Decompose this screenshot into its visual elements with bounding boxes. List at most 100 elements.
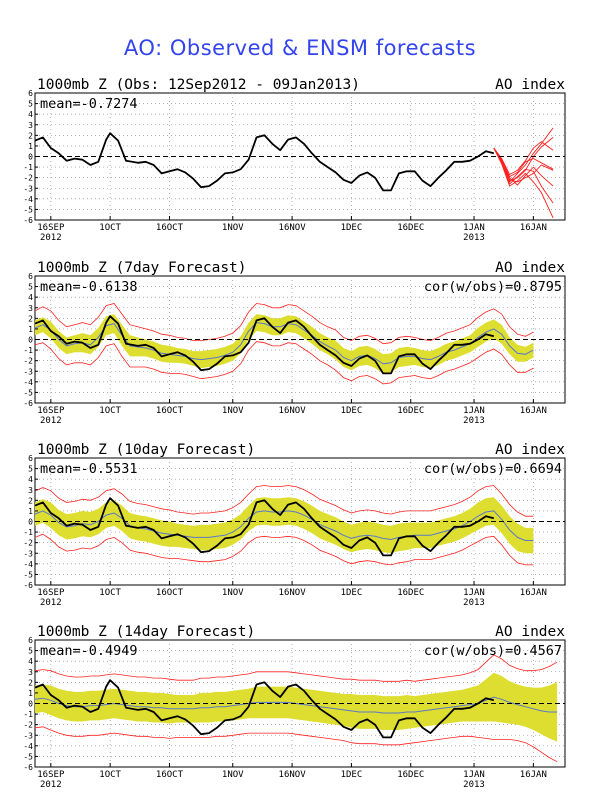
y-tick-label: 3 xyxy=(28,304,33,313)
y-tick-label: 0 xyxy=(28,153,33,162)
y-tick-label: 4 xyxy=(28,475,33,484)
x-tick-label: 16DEC xyxy=(397,588,424,598)
y-tick-label: 5 xyxy=(28,100,33,109)
x-tick-year-label: 2013 xyxy=(463,416,485,426)
y-tick-label: 1 xyxy=(28,507,33,516)
x-tick-label: 1DEC xyxy=(341,770,363,780)
x-tick-label: 1NOV xyxy=(222,223,244,233)
index-label: AO index xyxy=(495,442,565,458)
x-tick-year-label: 2013 xyxy=(463,233,485,243)
y-tick-label: 1 xyxy=(28,325,33,334)
x-tick-label: 16NOV xyxy=(279,770,307,780)
ensemble-max-line xyxy=(35,485,534,517)
mean-label: mean=-0.5531 xyxy=(40,461,138,477)
y-tick-label: -4 xyxy=(23,195,33,204)
ensemble-min-line xyxy=(35,533,534,566)
x-tick-label: 16NOV xyxy=(279,223,307,233)
y-tick-label: -4 xyxy=(23,378,33,387)
y-tick-label: 3 xyxy=(28,486,33,495)
y-tick-label: 3 xyxy=(28,668,33,677)
ensemble-member-line xyxy=(493,147,554,178)
x-tick-label: 1JAN xyxy=(463,770,485,780)
y-tick-label: -1 xyxy=(23,346,33,355)
y-tick-label: -5 xyxy=(23,205,33,214)
x-tick-label: 16DEC xyxy=(397,223,424,233)
y-tick-label: -1 xyxy=(23,710,33,719)
x-tick-label: 1JAN xyxy=(463,588,485,598)
x-tick-label: 1OCT xyxy=(99,588,121,598)
y-tick-label: -3 xyxy=(23,184,33,193)
y-tick-label: -6 xyxy=(23,581,33,590)
y-tick-label: -6 xyxy=(23,216,33,225)
x-tick-label: 1NOV xyxy=(222,588,244,598)
x-tick-year-label: 2013 xyxy=(463,598,485,608)
spread-band xyxy=(35,314,534,374)
y-tick-label: 6 xyxy=(28,272,33,281)
observed-line xyxy=(35,132,495,192)
mean-label: mean=-0.4949 xyxy=(40,643,138,659)
x-tick-label: 16NOV xyxy=(279,588,307,598)
x-tick-label: 1JAN xyxy=(463,406,485,416)
y-tick-label: 6 xyxy=(28,89,33,98)
y-tick-label: -3 xyxy=(23,549,33,558)
ensemble-max-line xyxy=(35,303,534,345)
y-tick-label: -3 xyxy=(23,367,33,376)
y-tick-label: -1 xyxy=(23,163,33,172)
x-tick-label: 16SEP xyxy=(37,406,65,416)
x-tick-label: 1OCT xyxy=(99,770,121,780)
x-tick-label: 16JAN xyxy=(520,406,547,416)
x-tick-label: 1NOV xyxy=(222,770,244,780)
x-tick-label: 16NOV xyxy=(279,406,307,416)
y-tick-label: 2 xyxy=(28,314,33,323)
x-tick-year-label: 2012 xyxy=(40,416,62,426)
y-tick-label: 4 xyxy=(28,657,33,666)
y-tick-label: 2 xyxy=(28,131,33,140)
mean-label: mean=-0.7274 xyxy=(40,96,138,112)
x-tick-label: 16SEP xyxy=(37,770,65,780)
y-tick-label: 0 xyxy=(28,518,33,527)
correlation-label: cor(w/obs)=0.4567 xyxy=(424,643,562,659)
y-tick-label: 5 xyxy=(28,465,33,474)
y-tick-label: -2 xyxy=(23,539,33,548)
y-tick-label: 3 xyxy=(28,121,33,130)
y-tick-label: -6 xyxy=(23,399,33,408)
x-tick-label: 16DEC xyxy=(397,770,424,780)
ensemble-member-line xyxy=(493,147,554,219)
y-tick-label: 1 xyxy=(28,142,33,151)
y-tick-label: -6 xyxy=(23,763,33,772)
panel-title: 1000mb Z (7day Forecast) xyxy=(37,260,247,276)
y-tick-label: 4 xyxy=(28,110,33,119)
y-tick-label: 6 xyxy=(28,636,33,645)
spread-band xyxy=(35,672,558,742)
x-tick-label: 1DEC xyxy=(341,223,363,233)
x-tick-year-label: 2012 xyxy=(40,780,62,790)
y-tick-label: 0 xyxy=(28,700,33,709)
x-tick-label: 16JAN xyxy=(520,223,547,233)
ensemble-member-line xyxy=(493,141,554,176)
mean-label: mean=-0.6138 xyxy=(40,279,138,295)
x-tick-label: 16JAN xyxy=(520,588,547,598)
x-tick-label: 1NOV xyxy=(222,406,244,416)
x-tick-label: 16SEP xyxy=(37,223,65,233)
x-tick-year-label: 2012 xyxy=(40,598,62,608)
x-tick-year-label: 2013 xyxy=(463,780,485,790)
y-tick-label: -2 xyxy=(23,357,33,366)
x-tick-label: 16OCT xyxy=(156,588,184,598)
spread-band xyxy=(35,497,534,554)
observed-line xyxy=(35,679,495,739)
index-label: AO index xyxy=(495,77,565,93)
y-tick-label: -5 xyxy=(23,570,33,579)
ensemble-min-line xyxy=(35,341,534,385)
y-tick-label: -2 xyxy=(23,721,33,730)
ensemble-min-line xyxy=(35,726,558,763)
y-tick-label: 4 xyxy=(28,293,33,302)
ensemble-max-line xyxy=(35,654,558,682)
index-label: AO index xyxy=(495,624,565,640)
figure-title: AO: Observed & ENSM forecasts xyxy=(123,36,477,60)
panel-title: 1000mb Z (10day Forecast) xyxy=(37,442,255,458)
y-tick-label: -2 xyxy=(23,174,33,183)
